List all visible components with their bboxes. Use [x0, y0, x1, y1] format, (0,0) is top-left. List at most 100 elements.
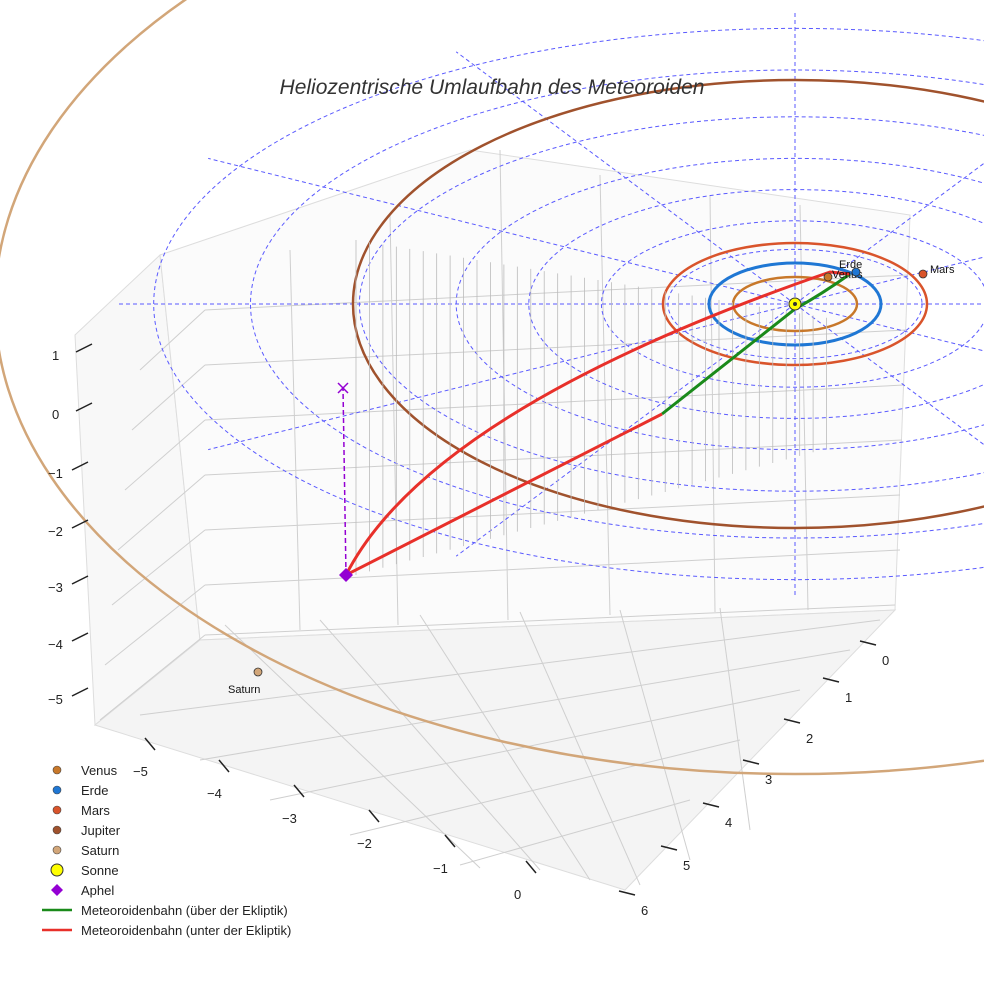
legend-label: Jupiter — [81, 823, 121, 838]
grid-line — [139, 309, 206, 371]
z-tick-mark — [71, 687, 89, 697]
grid-line — [224, 624, 481, 869]
grid-line — [289, 249, 301, 631]
grid-line — [719, 607, 751, 831]
aphel-marker — [339, 568, 353, 582]
y-tick-label: 1 — [845, 690, 852, 705]
y-tick-mark — [783, 718, 801, 724]
aphel-projection-marker — [337, 382, 349, 394]
grid-line — [599, 174, 611, 616]
planet-mars-label: Mars — [930, 264, 955, 276]
grid-line — [139, 619, 881, 716]
legend-label: Mars — [81, 803, 110, 818]
y-tick-mark — [822, 677, 840, 683]
ecliptic-grid — [117, 12, 984, 596]
grid-line — [204, 604, 896, 636]
z-tick-label: 1 — [52, 348, 59, 363]
x-tick-mark — [525, 860, 537, 874]
grid-line — [204, 329, 907, 366]
legend-marker — [50, 863, 64, 877]
ecliptic-spoke — [208, 303, 796, 451]
legend-marker — [52, 845, 62, 855]
grid-line — [319, 619, 541, 871]
ecliptic-spoke — [794, 303, 984, 446]
planet-mars-marker — [918, 269, 928, 279]
planet-saturn-label: Saturn — [228, 684, 260, 696]
chart-title: Heliozentrische Umlaufbahn des Meteoroid… — [280, 76, 705, 99]
ecliptic-ring — [600, 220, 984, 388]
grid-line — [459, 799, 691, 866]
z-tick-mark — [71, 632, 89, 642]
z-tick-mark — [75, 402, 93, 412]
grid-line — [349, 739, 741, 836]
y-tick-label: 5 — [683, 858, 690, 873]
orbit-jupiter — [351, 78, 984, 530]
legend-label: Meteoroidenbahn (unter der Ekliptik) — [81, 923, 291, 938]
z-tick-mark — [71, 519, 89, 529]
y-tick-mark — [702, 802, 720, 808]
y-tick-label: 3 — [765, 772, 772, 787]
grid-line — [117, 474, 206, 551]
z-tick-label: −5 — [48, 692, 63, 707]
z-tick-label: −3 — [48, 580, 63, 595]
ecliptic-spoke — [455, 51, 796, 305]
sun-core-marker — [793, 302, 797, 306]
y-tick-mark — [618, 890, 636, 896]
y-tick-label: 0 — [882, 653, 889, 668]
z-tick-label: −4 — [48, 637, 63, 652]
z-tick-label: −2 — [48, 524, 63, 539]
grid-line — [124, 419, 206, 491]
grid-line — [269, 689, 801, 801]
orbit-venus — [731, 275, 859, 333]
x-tick-label: −3 — [282, 811, 297, 826]
planet-venus-marker — [823, 272, 833, 282]
y-tick-label: 4 — [725, 815, 732, 830]
grid-line — [104, 584, 206, 666]
ecliptic-spoke — [455, 303, 796, 557]
drop-lines — [342, 240, 827, 576]
aphel-drop-line — [342, 387, 347, 576]
legend-label: Erde — [81, 783, 108, 798]
orbit-saturn — [0, 0, 984, 776]
y-tick-mark — [859, 640, 877, 646]
z-tick-mark — [71, 575, 89, 585]
z-tick-label: 0 — [52, 407, 59, 422]
z-tick-label: −1 — [48, 466, 63, 481]
y-tick-mark — [742, 759, 760, 765]
x-tick-mark — [293, 784, 305, 798]
y-tick-label: 6 — [641, 903, 648, 918]
legend-label: Venus — [81, 763, 118, 778]
legend-label: Saturn — [81, 843, 119, 858]
planet-erde-label: Erde — [839, 259, 862, 271]
grid-line — [199, 649, 851, 761]
planet-erde-marker — [851, 267, 861, 277]
legend-label: Meteoroidenbahn (über der Ekliptik) — [81, 903, 288, 918]
x-tick-mark — [218, 759, 230, 773]
legend-label: Aphel — [81, 883, 114, 898]
x-tick-label: −2 — [357, 836, 372, 851]
floor-pane — [93, 609, 897, 891]
legend-marker — [52, 805, 62, 815]
x-tick-mark — [144, 737, 156, 751]
orbit-mars — [661, 241, 929, 367]
y-tick-label: 2 — [806, 731, 813, 746]
meteoroid-orbit-below-line — [342, 270, 851, 579]
grid-line — [204, 494, 901, 531]
x-tick-label: −5 — [133, 764, 148, 779]
back-pane — [159, 149, 911, 641]
grid-line — [204, 549, 901, 586]
ecliptic-spoke — [794, 256, 984, 305]
z-tick-mark — [75, 343, 93, 353]
planet-saturn-marker — [253, 667, 263, 677]
legend-marker — [52, 825, 62, 835]
x-tick-label: 0 — [514, 887, 521, 902]
x-tick-label: −1 — [433, 861, 448, 876]
legend-marker — [52, 765, 62, 775]
grid-line — [709, 194, 716, 613]
legend-label: Sonne — [81, 863, 119, 878]
grid-line — [204, 384, 905, 421]
z-tick-mark — [71, 461, 89, 471]
grid-line — [799, 204, 809, 611]
legend-marker — [52, 785, 62, 795]
